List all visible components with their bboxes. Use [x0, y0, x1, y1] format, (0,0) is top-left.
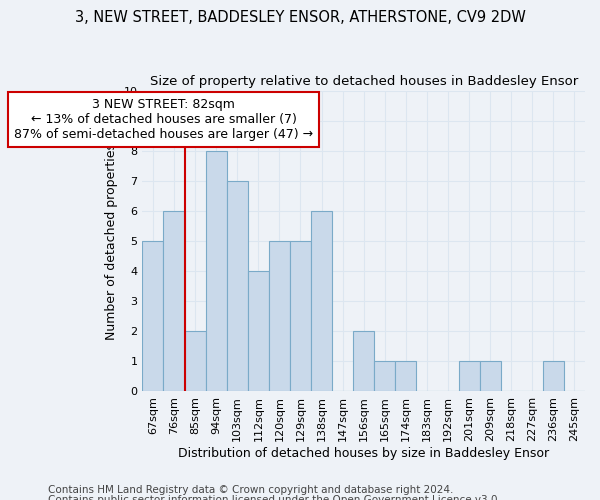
Bar: [185, 332, 206, 392]
Bar: [290, 241, 311, 392]
Bar: [163, 211, 185, 392]
Y-axis label: Number of detached properties: Number of detached properties: [105, 142, 118, 340]
Bar: [269, 241, 290, 392]
Text: 3, NEW STREET, BADDESLEY ENSOR, ATHERSTONE, CV9 2DW: 3, NEW STREET, BADDESLEY ENSOR, ATHERSTO…: [74, 10, 526, 25]
Bar: [206, 150, 227, 392]
Bar: [142, 241, 163, 392]
Text: 3 NEW STREET: 82sqm
← 13% of detached houses are smaller (7)
87% of semi-detache: 3 NEW STREET: 82sqm ← 13% of detached ho…: [14, 98, 313, 141]
Bar: [543, 362, 564, 392]
Bar: [395, 362, 416, 392]
Text: Contains HM Land Registry data © Crown copyright and database right 2024.: Contains HM Land Registry data © Crown c…: [48, 485, 454, 495]
Bar: [374, 362, 395, 392]
Bar: [458, 362, 479, 392]
Title: Size of property relative to detached houses in Baddesley Ensor: Size of property relative to detached ho…: [149, 75, 578, 88]
Bar: [479, 362, 500, 392]
Text: Contains public sector information licensed under the Open Government Licence v3: Contains public sector information licen…: [48, 495, 501, 500]
Bar: [311, 211, 332, 392]
Bar: [248, 271, 269, 392]
X-axis label: Distribution of detached houses by size in Baddesley Ensor: Distribution of detached houses by size …: [178, 447, 549, 460]
Bar: [227, 181, 248, 392]
Bar: [353, 332, 374, 392]
